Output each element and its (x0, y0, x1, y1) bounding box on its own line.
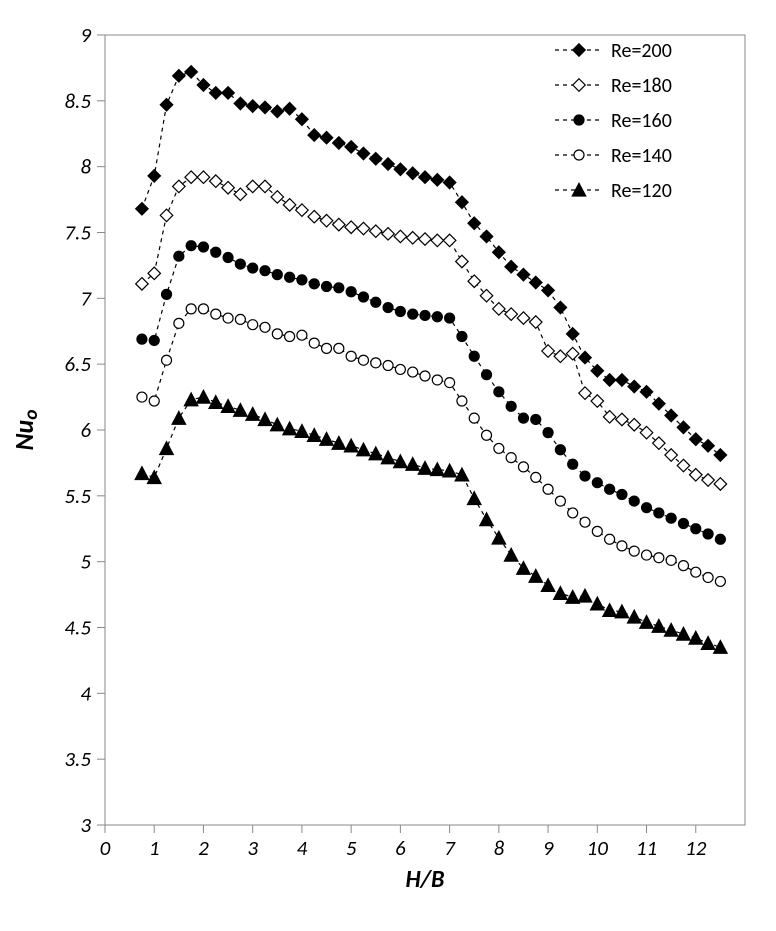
series-line (142, 177, 720, 484)
legend-item: Re=120 (555, 179, 672, 203)
x-tick-label: 9 (543, 835, 554, 861)
x-tick-label: 12 (685, 835, 707, 861)
legend-item: Re=180 (555, 74, 672, 98)
x-tick-label: 8 (494, 835, 505, 861)
y-tick-label: 5 (80, 549, 91, 575)
x-tick-label: 4 (297, 835, 308, 861)
nu-vs-hb-chart: 012345678910111233.544.555.566.577.588.5… (0, 0, 776, 931)
legend-item: Re=200 (555, 39, 672, 63)
series-line (142, 397, 720, 647)
x-axis-label: H/B (405, 865, 445, 894)
x-tick-label: 0 (100, 835, 111, 861)
series-Re=160 (137, 241, 725, 545)
legend-label: Re=200 (611, 39, 672, 63)
x-tick-label: 10 (587, 835, 609, 861)
legend-label: Re=140 (611, 144, 672, 168)
series-Re=120 (135, 390, 727, 653)
y-tick-label: 7 (80, 285, 92, 311)
legend-label: Re=180 (611, 74, 672, 98)
y-tick-label: 6.5 (64, 351, 91, 377)
legend-item: Re=160 (555, 109, 672, 133)
x-tick-label: 2 (198, 835, 209, 861)
y-tick-label: 8.5 (64, 88, 91, 114)
y-tick-label: 5.5 (64, 483, 91, 509)
series-line (142, 309, 720, 582)
y-tick-label: 8 (80, 154, 91, 180)
y-tick-label: 7.5 (64, 220, 91, 246)
x-tick-label: 11 (636, 835, 657, 861)
y-tick-label: 6 (80, 417, 91, 443)
y-tick-label: 4 (80, 680, 91, 706)
y-tick-label: 4.5 (64, 615, 91, 641)
chart-container: 012345678910111233.544.555.566.577.588.5… (0, 0, 776, 931)
x-tick-label: 1 (149, 835, 160, 861)
legend-item: Re=140 (555, 144, 672, 168)
y-tick-label: 3 (80, 812, 91, 838)
y-axis-label: Nuo (8, 409, 43, 450)
legend-label: Re=120 (611, 179, 672, 203)
series-Re=180 (136, 171, 727, 490)
legend-label: Re=160 (611, 109, 672, 133)
x-tick-label: 6 (395, 835, 406, 861)
y-tick-label: 9 (80, 22, 91, 48)
x-tick-label: 7 (444, 835, 456, 861)
x-tick-label: 3 (247, 835, 258, 861)
x-tick-label: 5 (346, 835, 357, 861)
series-Re=140 (137, 304, 725, 587)
y-tick-label: 3.5 (64, 746, 91, 772)
